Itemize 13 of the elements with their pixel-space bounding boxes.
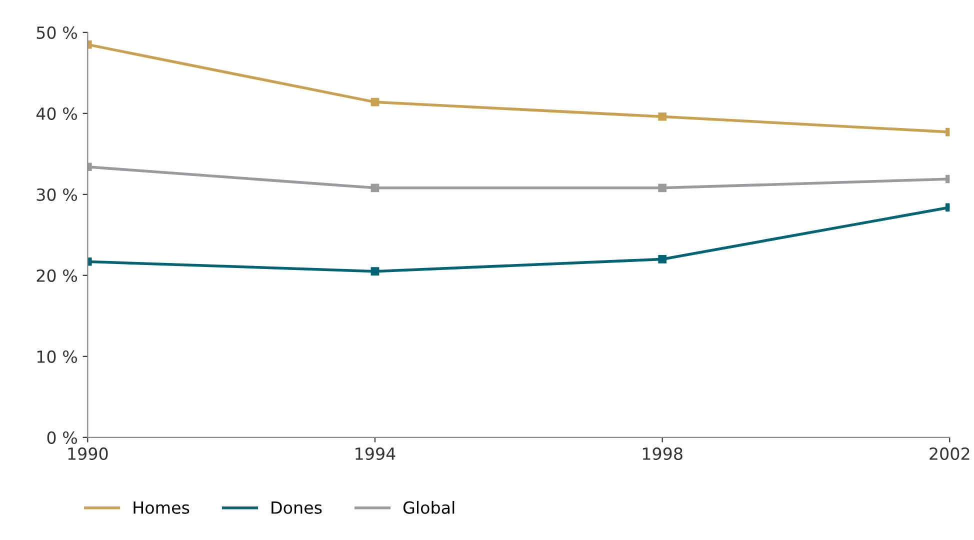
x-tick-label: 1990 (68, 447, 108, 460)
x-tick-label: 2002 (930, 447, 970, 460)
x-tick-label: 1994 (356, 447, 396, 460)
x-tick-label: 1998 (642, 447, 682, 460)
y-tick-label: 0 % (47, 431, 78, 444)
legend-label: Global (403, 501, 454, 514)
y-tick-label: 40 % (36, 107, 78, 120)
legend-label: Dones (272, 502, 322, 514)
y-tick-label: 10 % (37, 350, 78, 363)
y-tick-label: 50 % (36, 26, 78, 39)
y-tick-label: 30 % (36, 188, 78, 201)
legend-label: Homes (134, 502, 190, 514)
y-tick-label: 20 % (36, 269, 78, 282)
